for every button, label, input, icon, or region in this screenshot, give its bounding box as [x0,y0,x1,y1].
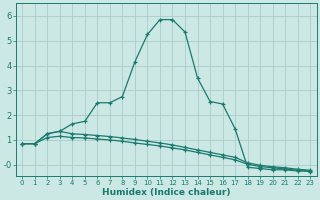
X-axis label: Humidex (Indice chaleur): Humidex (Indice chaleur) [102,188,230,197]
